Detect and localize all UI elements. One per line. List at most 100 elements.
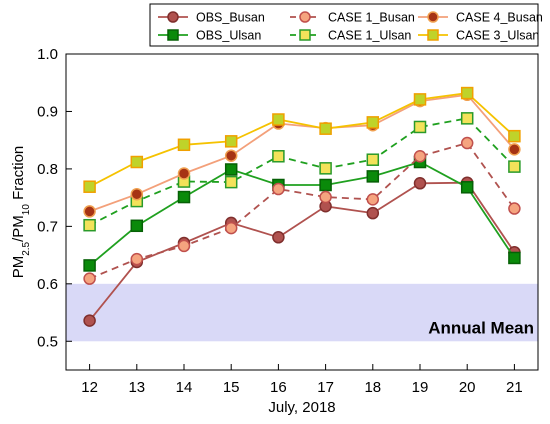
data-point <box>224 163 238 176</box>
data-point <box>177 138 191 152</box>
series-line <box>89 92 516 188</box>
data-point <box>272 231 285 244</box>
plot-frame <box>65 53 539 371</box>
data-point <box>167 29 179 41</box>
series-line <box>89 117 516 227</box>
data-point <box>413 120 427 134</box>
annual-mean-label: Annual Mean <box>428 318 534 337</box>
data-point <box>83 314 96 327</box>
x-tick-label: 12 <box>81 379 98 396</box>
data-point <box>508 143 521 156</box>
legend-label: CASE 1_Ulsan <box>328 29 411 43</box>
data-point <box>224 221 238 235</box>
y-tick-label: 1.0 <box>37 46 58 63</box>
x-tick-label: 15 <box>223 379 240 396</box>
y-tick-label: 0.6 <box>37 276 58 293</box>
data-point <box>319 122 332 135</box>
series-layer <box>83 86 521 327</box>
x-tick-label: 16 <box>270 379 287 396</box>
legend-item: OBS_Ulsan <box>158 29 261 43</box>
legend-item: CASE 1_Busan <box>290 11 415 25</box>
legend-item: CASE 4_Busan <box>418 11 543 25</box>
data-point <box>366 153 380 166</box>
axis-layer: 0.5 0.6 0.7 0.8 0.9 1.0 12 13 14 15 16 17 18 19 20 21 <box>37 46 523 396</box>
data-point <box>319 162 332 175</box>
data-point <box>83 272 96 285</box>
data-point <box>177 167 191 180</box>
y-tick-label: 0.9 <box>37 103 58 120</box>
legend: OBS_Busan CASE 1_Busan CASE 4_Busan OBS_Uls… <box>149 3 543 47</box>
series-case-3-ulsan <box>83 86 521 193</box>
data-point <box>319 178 332 192</box>
data-point <box>413 177 427 190</box>
data-point <box>130 252 144 266</box>
data-point <box>460 136 474 150</box>
series-line <box>89 93 516 213</box>
data-point <box>130 155 144 169</box>
data-point <box>427 11 439 23</box>
data-point <box>460 86 474 100</box>
series-obs-ulsan <box>83 155 521 272</box>
series-case-1-busan <box>83 136 521 285</box>
data-point <box>366 193 380 206</box>
data-point <box>224 175 238 189</box>
data-point <box>177 190 191 204</box>
x-tick-label: 14 <box>176 379 193 396</box>
data-point <box>427 29 439 41</box>
y-title-pm: PM <box>10 256 27 279</box>
data-point <box>130 219 144 233</box>
data-point <box>366 170 380 183</box>
series-case-1-ulsan <box>83 112 521 232</box>
x-tick-label: 20 <box>459 379 476 396</box>
legend-label: OBS_Busan <box>196 11 265 25</box>
data-point <box>167 11 179 23</box>
data-point <box>83 205 96 218</box>
data-point <box>413 150 427 163</box>
y-tick-label: 0.8 <box>37 161 58 178</box>
data-point <box>460 181 474 194</box>
data-point <box>413 93 427 106</box>
x-tick-label: 21 <box>506 379 523 396</box>
y-title-rest: Fraction <box>10 146 27 204</box>
y-title-slash: /PM <box>10 215 27 242</box>
x-tick-label: 13 <box>128 379 145 396</box>
x-tick-label: 17 <box>317 379 334 396</box>
data-point <box>508 202 521 215</box>
data-point <box>508 160 521 173</box>
data-point <box>508 251 521 265</box>
data-point <box>366 116 380 129</box>
data-point <box>224 135 238 148</box>
data-point <box>177 239 191 253</box>
data-point <box>366 206 380 220</box>
series-case-4-busan <box>83 88 521 218</box>
data-point <box>460 112 474 125</box>
y-axis-title: PM2.5/PM10 Fraction <box>10 146 32 279</box>
y-tick-label: 0.7 <box>37 218 58 235</box>
data-point <box>130 187 144 201</box>
legend-label: CASE 4_Busan <box>456 11 543 25</box>
data-point <box>299 11 311 23</box>
y-title-sub1: 2.5 <box>21 241 32 255</box>
x-axis-title: July, 2018 <box>268 399 335 416</box>
data-point <box>224 149 238 162</box>
data-point <box>83 259 96 272</box>
series-line <box>89 161 516 267</box>
x-tick-label: 18 <box>364 379 381 396</box>
data-point <box>83 218 96 232</box>
data-point <box>272 150 285 163</box>
data-point <box>299 29 311 41</box>
data-point <box>508 129 521 143</box>
series-line <box>89 142 516 280</box>
legend-label: CASE 3_Ulsan <box>456 29 539 43</box>
annual-mean-band <box>66 283 538 342</box>
legend-box <box>149 3 539 47</box>
data-point <box>83 180 96 193</box>
y-tick-label: 0.5 <box>37 333 58 350</box>
data-point <box>272 182 285 196</box>
data-point <box>319 190 332 204</box>
legend-item: CASE 3_Ulsan <box>418 29 539 43</box>
y-title-sub2: 10 <box>21 204 32 216</box>
x-tick-label: 19 <box>412 379 429 396</box>
